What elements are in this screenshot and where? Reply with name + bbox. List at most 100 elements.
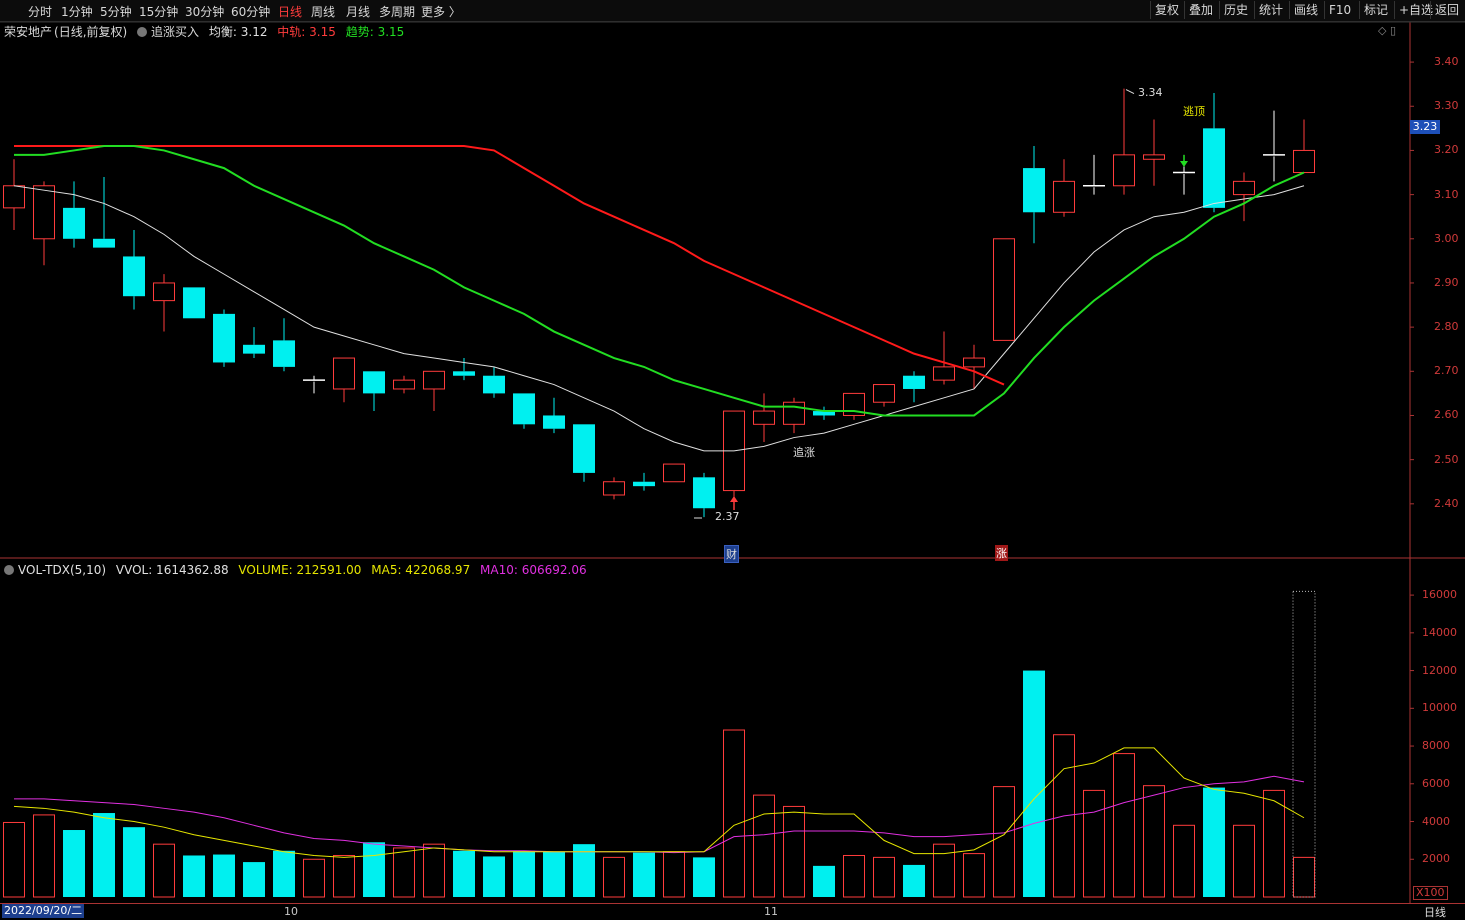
toolbar-action-1[interactable]: 叠加 [1184, 1, 1217, 19]
high-pointer [1125, 89, 1135, 95]
volume-bar-up [723, 729, 745, 898]
price-mode: (日线,前复权) [54, 25, 128, 39]
month-11-label: 11 [764, 905, 778, 918]
volume-bar-down [573, 844, 595, 897]
period-tab-10[interactable]: 更多 〉 [421, 5, 461, 19]
candle-body-down [363, 371, 385, 394]
start-date: 2022/09/20/二 [2, 904, 85, 918]
period-tab-4[interactable]: 30分钟 [185, 5, 225, 19]
period-indicator: 日线 [1424, 906, 1446, 919]
candle-body-up [393, 379, 415, 390]
volume-bar-up [1293, 856, 1315, 898]
current-volume-frame [1292, 590, 1316, 898]
ma5-line [13, 747, 1305, 858]
candle-body-up [843, 392, 865, 416]
volume-bar-down [903, 864, 925, 897]
toolbar-action-4[interactable]: 画线 [1289, 1, 1322, 19]
price-tick-label: 2.80 [1434, 320, 1459, 334]
candle-body-down [63, 207, 85, 239]
volume-indicator-name[interactable]: VOL-TDX(5,10) [18, 563, 107, 577]
period-tab-3[interactable]: 15分钟 [139, 5, 179, 19]
cai-marker: 财 [724, 545, 739, 563]
period-tab-9[interactable]: 多周期 [379, 5, 416, 19]
period-tab-6[interactable]: 日线 [278, 5, 303, 19]
candle-body-down [483, 375, 505, 394]
date-axis [0, 903, 1465, 920]
buy-arrow-head [730, 496, 738, 502]
price-tick-label: 3.40 [1434, 55, 1459, 69]
candle-body-up [1143, 154, 1165, 160]
volume-bar-up [1143, 785, 1165, 898]
indicator-name[interactable]: 追涨买入 [151, 25, 200, 39]
indicator-settings-icon[interactable] [137, 27, 148, 37]
volume-bar-up [423, 843, 445, 898]
volume-bar-up [1113, 753, 1135, 898]
price-tick-label: 3.00 [1434, 231, 1459, 245]
volume-indicator-header: VOL-TDX(5,10) VVOL: 1614362.88 VOLUME: 2… [4, 563, 593, 577]
panel-control-icons[interactable]: ◇ ▯ [1378, 24, 1397, 37]
candle-body-down [1023, 168, 1045, 213]
volume-bar-up [873, 856, 895, 898]
price-tick-label: 2.60 [1434, 408, 1459, 422]
volume-bar-down [693, 857, 715, 897]
price-tick-label: 2.70 [1434, 364, 1459, 378]
candle-body-down [1203, 128, 1225, 208]
toolbar-action-0[interactable]: 复权 [1150, 1, 1183, 19]
candle-body-up [333, 357, 355, 390]
toolbar-action-7[interactable]: +自选 [1394, 1, 1437, 19]
candle-body-down [513, 393, 535, 425]
volume-bar-up [3, 821, 25, 898]
period-tab-5[interactable]: 60分钟 [231, 5, 271, 19]
volume-bar-up [843, 854, 865, 898]
ma10-line [14, 775, 1305, 854]
ma10-value: MA10: 606692.06 [480, 563, 587, 577]
volume-bar-down [1203, 787, 1225, 897]
zhuizhang-label: 追涨 [793, 446, 815, 459]
toolbar-action-5[interactable]: F10 [1324, 1, 1355, 19]
volume-tick-label: 4000 [1422, 814, 1450, 828]
volume-tick-label: 16000 [1422, 588, 1457, 602]
main-indicator-header: 荣安地产 (日线,前复权) 追涨买入 均衡: 3.12 中轨: 3.15 趋势: … [4, 23, 410, 40]
volume-bar-down [543, 851, 565, 897]
volume-settings-icon[interactable] [4, 565, 14, 575]
price-tick-label: 2.90 [1434, 275, 1459, 289]
volume-bar-down [1023, 670, 1045, 897]
volume-bar-down [93, 813, 115, 897]
ma5-value: MA5: 422068.97 [371, 563, 471, 577]
candle-body-up [783, 401, 805, 425]
volume-bar-up [933, 843, 955, 898]
volume-bar-up [603, 856, 625, 898]
candle-body-down [543, 415, 565, 429]
period-tab-7[interactable]: 周线 [311, 5, 336, 19]
volume-bar-up [153, 843, 175, 898]
volume-bar-down [813, 865, 835, 897]
candle-body-up [753, 410, 775, 425]
volume-bar-up [783, 805, 805, 898]
volume-bar-down [363, 842, 385, 897]
candle-body-down [693, 477, 715, 509]
candle-body-up [603, 481, 625, 496]
zhonggui-label: 中轨: [277, 25, 306, 39]
volume-bar-up [963, 853, 985, 898]
toolbar-action-3[interactable]: 统计 [1254, 1, 1287, 19]
toolbar-action-6[interactable]: 标记 [1359, 1, 1392, 19]
stock-name[interactable]: 荣安地产 [4, 25, 53, 39]
candle-body-down [243, 344, 265, 354]
period-tab-0[interactable]: 分时 [28, 5, 53, 19]
period-tab-1[interactable]: 1分钟 [61, 5, 93, 19]
candle-body-up [873, 384, 895, 403]
candle-body-down [213, 313, 235, 363]
price-tick-label: 3.30 [1434, 99, 1459, 113]
volume-tick-label: 8000 [1422, 739, 1450, 753]
volume-bar-down [63, 830, 85, 897]
period-tab-2[interactable]: 5分钟 [100, 5, 132, 19]
toolbar-action-2[interactable]: 历史 [1219, 1, 1252, 19]
volume-tick-label: 12000 [1422, 663, 1457, 677]
volume-bar-down [183, 855, 205, 897]
period-tab-8[interactable]: 月线 [346, 5, 371, 19]
toolbar-action-8[interactable]: 返回 [1430, 1, 1463, 19]
zhang-marker: 涨 [995, 545, 1008, 561]
candle-body-down [93, 238, 115, 248]
qushi-label: 趋势: [345, 25, 374, 39]
